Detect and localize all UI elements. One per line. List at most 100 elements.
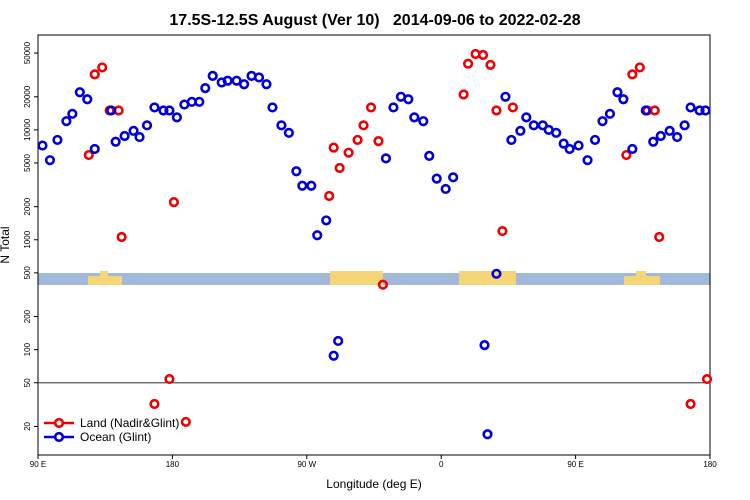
- data-point: [627, 69, 638, 80]
- data-point: [321, 215, 332, 226]
- data-point: [497, 225, 508, 237]
- data-point: [365, 102, 377, 113]
- data-point: [116, 231, 127, 243]
- data-point: [582, 155, 593, 166]
- data-point: [89, 143, 100, 155]
- data-point: [477, 49, 489, 61]
- y-tick-label: 50000: [23, 41, 32, 64]
- data-point: [664, 125, 675, 136]
- data-point: [83, 149, 94, 161]
- y-tick-label: 20000: [23, 85, 32, 108]
- data-point: [618, 94, 629, 105]
- x-tick-label: 0: [439, 460, 444, 469]
- data-point: [409, 112, 420, 123]
- x-tick-label: 180: [166, 460, 180, 469]
- data-point: [612, 87, 623, 98]
- data-point: [74, 87, 85, 98]
- data-point: [358, 120, 369, 131]
- legend-label: Ocean (Glint): [80, 430, 151, 444]
- data-point: [377, 279, 389, 290]
- data-point: [500, 91, 511, 102]
- data-point: [180, 416, 191, 428]
- data-point: [194, 96, 205, 107]
- data-point: [380, 153, 392, 164]
- data-point: [306, 180, 317, 191]
- data-point: [685, 102, 696, 113]
- data-point: [333, 335, 344, 347]
- chart-title: 17.5S-12.5S August (Ver 10) 2014-09-06 t…: [169, 12, 580, 29]
- data-point: [82, 94, 93, 105]
- data-point: [168, 197, 179, 208]
- y-tick-label: 200: [23, 309, 32, 323]
- data-point: [701, 373, 713, 385]
- data-point: [61, 116, 72, 127]
- y-tick-label: 5000: [23, 154, 32, 172]
- data-point: [634, 62, 645, 73]
- x-tick-label: 180: [703, 460, 717, 469]
- y-tick-label: 50: [23, 378, 32, 387]
- data-point: [506, 134, 517, 146]
- data-point: [164, 105, 175, 116]
- data-point: [648, 136, 659, 147]
- data-point: [200, 82, 211, 94]
- data-point: [106, 105, 117, 116]
- data-point: [515, 125, 526, 136]
- data-point: [479, 340, 490, 351]
- data-point: [640, 105, 651, 116]
- data-point: [67, 108, 78, 119]
- data-point: [352, 134, 363, 146]
- data-point: [655, 130, 666, 142]
- land-band: [100, 271, 108, 285]
- data-point: [589, 134, 601, 146]
- y-tick-label: 2000: [23, 197, 32, 215]
- data-point: [627, 143, 638, 155]
- data-point: [373, 136, 384, 147]
- x-tick-label: 90 E: [30, 460, 46, 469]
- data-point: [253, 72, 265, 83]
- data-point: [424, 150, 435, 161]
- data-point: [604, 108, 616, 119]
- x-tick-label: 90 W: [297, 460, 316, 469]
- data-point: [261, 79, 272, 90]
- data-point: [89, 69, 100, 80]
- data-point: [491, 105, 502, 116]
- data-point: [267, 102, 278, 113]
- surface-mask: [38, 271, 710, 285]
- data-point: [431, 173, 442, 184]
- data-point: [207, 70, 218, 81]
- data-point: [507, 102, 518, 113]
- data-point: [558, 138, 569, 149]
- legend-label: Land (Nadir&Glint): [80, 416, 179, 430]
- data-point: [672, 131, 683, 143]
- data-point: [573, 140, 584, 151]
- land-band: [459, 271, 516, 285]
- data-point: [440, 183, 451, 195]
- data-point: [694, 105, 705, 116]
- data-point: [128, 125, 139, 136]
- y-tick-label: 100: [23, 342, 32, 356]
- data-point: [491, 268, 502, 279]
- data-point: [291, 166, 302, 177]
- data-point: [149, 398, 160, 410]
- data-point: [328, 350, 339, 361]
- data-point: [621, 149, 632, 161]
- data-point: [654, 231, 665, 243]
- legend-marker: [53, 431, 65, 443]
- data-point: [564, 143, 575, 155]
- y-tick-label: 10000: [23, 118, 32, 141]
- data-point: [222, 75, 233, 86]
- land-band: [330, 271, 383, 285]
- data-point: [685, 398, 696, 410]
- data-point: [679, 120, 690, 131]
- data-point: [403, 94, 414, 105]
- data-point: [134, 131, 145, 143]
- y-tick-label: 1000: [23, 230, 32, 248]
- data-point: [597, 116, 608, 127]
- data-point: [158, 105, 169, 116]
- data-point: [238, 79, 250, 90]
- x-tick-label: 90 E: [567, 460, 583, 469]
- data-point: [482, 429, 493, 440]
- data-point: [328, 142, 339, 153]
- data-point: [528, 120, 539, 131]
